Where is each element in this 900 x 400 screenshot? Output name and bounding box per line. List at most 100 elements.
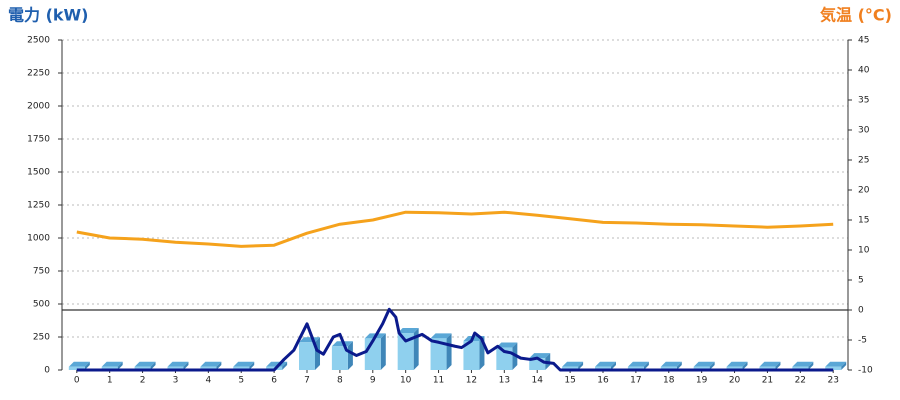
bar-top [68,361,90,367]
bar [726,366,743,370]
bar-side [117,361,123,370]
bar-side [380,333,386,370]
bar-side [610,361,616,370]
bar-top [397,328,419,334]
bar [562,366,579,370]
x-tick-label: 19 [696,376,708,386]
bar-top [759,361,781,367]
bar-side [643,361,649,370]
bar-top [825,361,847,367]
bar [233,366,250,370]
bar-top [101,361,123,367]
bar-top [430,333,452,339]
bar-top [627,361,649,367]
y-axis-title: 電力 (kW) [8,6,89,25]
y2-tick-label: 0 [858,306,864,316]
bar-side [446,333,452,370]
bar-side [315,337,321,370]
bar-top [792,361,814,367]
bar [759,366,776,370]
y2-tick-label: 25 [858,156,869,166]
y2-tick-label: -10 [858,366,873,376]
bar-side [775,361,781,370]
bar-side [413,328,419,370]
bar-top [693,361,715,367]
bar-top [594,361,616,367]
x-tick-label: 15 [564,376,575,386]
y2-tick-label: 15 [858,216,869,226]
x-tick-label: 16 [597,376,609,386]
bar [101,366,118,370]
bar [397,333,414,370]
power-line [76,307,834,372]
bar-top [496,342,518,348]
bar-side [183,361,189,370]
bar-top [200,361,222,367]
bar-side [282,361,288,370]
y-tick-label: 2500 [27,36,50,46]
x-tick-label: 11 [433,376,444,386]
bar-top [134,361,156,367]
bar-top [726,361,748,367]
y2-tick-label: 40 [858,66,870,76]
bar-side [84,361,90,370]
bar-side [709,361,715,370]
y-tick-label: 750 [33,267,50,277]
x-tick-label: 0 [74,376,80,386]
x-tick-label: 20 [729,376,741,386]
bar-top [233,361,255,367]
temperature-line [76,210,834,248]
x-tick-label: 8 [337,376,343,386]
bar-side [841,361,847,370]
x-tick-label: 10 [400,376,412,386]
bar [529,358,546,370]
bar [594,366,611,370]
x-tick-label: 18 [663,376,675,386]
y-tick-label: 1750 [27,135,50,145]
bar [825,366,842,370]
x-tick-label: 5 [238,376,244,386]
bar [430,338,447,370]
x-tick-label: 22 [795,376,806,386]
bar [792,366,809,370]
bar-side [578,361,584,370]
y2-tick-label: 30 [858,126,870,136]
bar [693,366,710,370]
y2-tick-label: 5 [858,276,864,286]
bar [299,342,316,370]
y2-tick-label: 10 [858,246,870,256]
x-tick-label: 21 [762,376,773,386]
bar [134,366,151,370]
bar [463,340,480,370]
bar-side [808,361,814,370]
y2-tick-label: 20 [858,186,870,196]
bar-side [676,361,682,370]
x-tick-label: 12 [466,376,477,386]
bar-side [150,361,156,370]
bar [627,366,644,370]
x-tick-label: 4 [205,376,211,386]
bar-top [167,361,189,367]
bar [660,366,677,370]
bar-side [742,361,748,370]
y-tick-label: 0 [44,366,50,376]
x-tick-label: 3 [173,376,179,386]
y-tick-label: 500 [33,300,50,310]
x-tick-label: 2 [140,376,146,386]
x-tick-label: 23 [827,376,838,386]
bar [331,346,348,370]
y-tick-label: 2250 [27,69,50,79]
x-tick-label: 6 [271,376,277,386]
y2-tick-label: 35 [858,96,869,106]
bar-side [249,361,255,370]
x-tick-label: 17 [630,376,641,386]
x-tick-label: 7 [304,376,310,386]
y-tick-label: 1000 [27,234,50,244]
x-tick-label: 9 [370,376,376,386]
bar-top [562,361,584,367]
x-tick-label: 14 [531,376,543,386]
bar-top [529,353,551,359]
bar-side [347,341,353,370]
y2-tick-label: -5 [858,336,867,346]
